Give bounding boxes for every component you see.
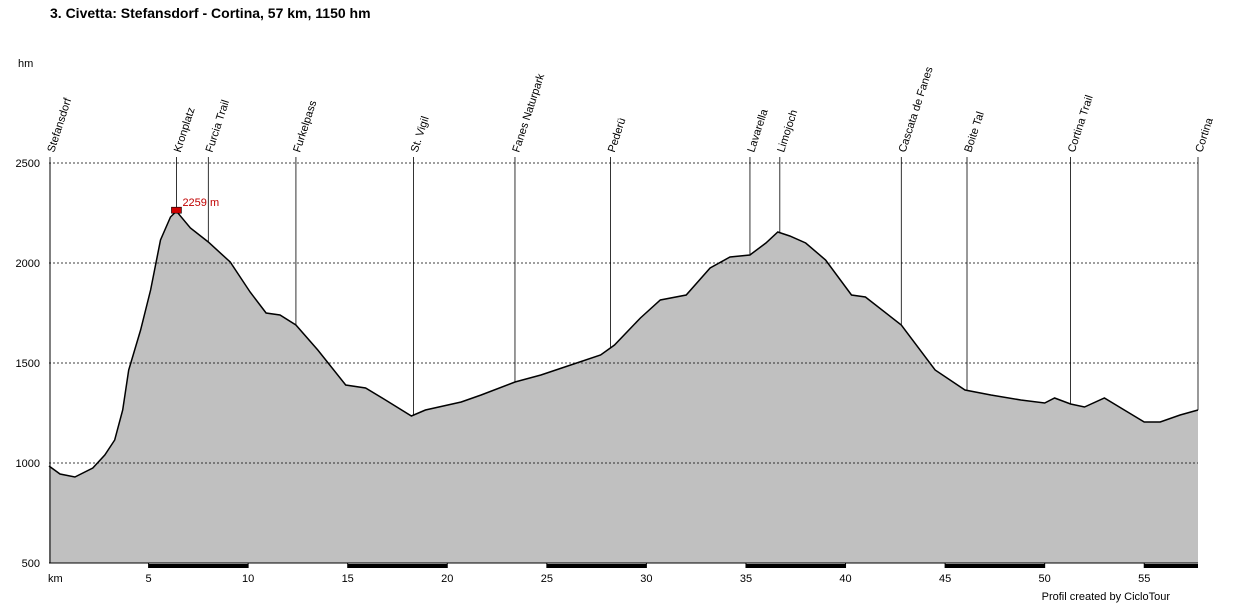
scale-bar bbox=[1144, 564, 1198, 568]
y-tick-label: 2000 bbox=[16, 258, 40, 270]
x-axis-label: km bbox=[48, 573, 63, 585]
scale-bar bbox=[347, 564, 448, 568]
x-tick-label: 20 bbox=[441, 573, 453, 585]
scale-bar bbox=[546, 564, 647, 568]
x-tick-label: 30 bbox=[640, 573, 652, 585]
chart-title: 3. Civetta: Stefansdorf - Cortina, 57 km… bbox=[50, 5, 371, 21]
y-tick-label: 1500 bbox=[16, 358, 40, 370]
x-tick-label: 55 bbox=[1138, 573, 1150, 585]
scale-bar bbox=[945, 564, 1045, 568]
annotation: 2259 m bbox=[182, 197, 219, 209]
x-tick-label: 45 bbox=[939, 573, 951, 585]
x-tick-label: 10 bbox=[242, 573, 254, 585]
summit-marker bbox=[171, 206, 182, 214]
y-tick-label: 500 bbox=[22, 558, 40, 570]
elevation-line bbox=[48, 210, 1199, 478]
footer: Profil created by CicloTour bbox=[1042, 591, 1171, 603]
scale-bar bbox=[745, 564, 846, 568]
elevation-area bbox=[49, 211, 1198, 563]
x-tick-label: 5 bbox=[146, 573, 152, 585]
x-tick-label: 40 bbox=[839, 573, 851, 585]
x-tick-label: 50 bbox=[1039, 573, 1051, 585]
x-tick-label: 35 bbox=[740, 573, 752, 585]
x-tick-label: 15 bbox=[342, 573, 354, 585]
scale-bar bbox=[148, 564, 249, 568]
y-tick-label: 1000 bbox=[16, 458, 40, 470]
x-tick-label: 25 bbox=[541, 573, 553, 585]
y-tick-label: 2500 bbox=[16, 158, 40, 170]
y-axis-label: hm bbox=[18, 58, 33, 70]
